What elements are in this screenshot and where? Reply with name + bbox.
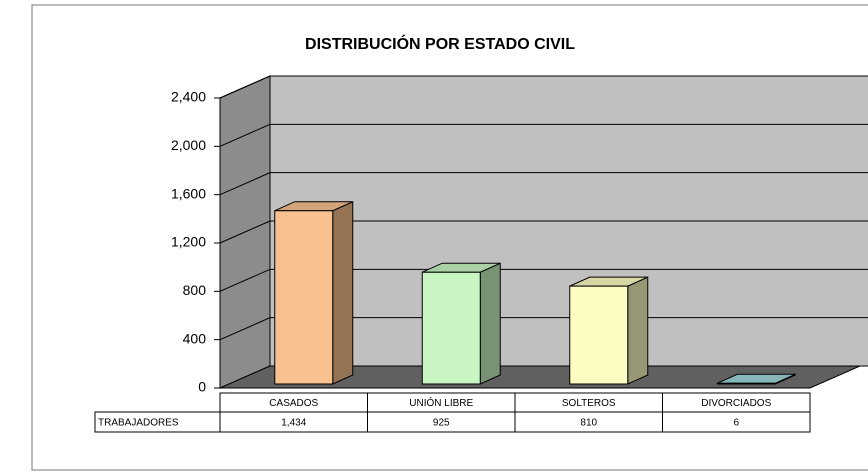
series-name: TRABAJADORES — [98, 418, 179, 429]
bar-front — [716, 382, 776, 385]
grid-line — [219, 123, 868, 147]
bar — [274, 200, 354, 385]
category-label: CASADOS — [269, 398, 318, 409]
bar-front — [569, 285, 629, 385]
y-tick-label: 2,000 — [171, 137, 206, 153]
bar — [716, 373, 796, 385]
y-tick-label: 2,400 — [171, 89, 206, 105]
bar-front — [274, 210, 334, 385]
bar — [569, 276, 649, 385]
y-tick-label: 1,600 — [171, 185, 206, 201]
y-tick-label: 800 — [183, 282, 207, 298]
bar-side — [627, 276, 649, 385]
value-label: 810 — [580, 418, 597, 429]
table-header-cell — [94, 411, 221, 433]
y-tick-label: 0 — [198, 379, 206, 395]
bar-front — [421, 271, 481, 385]
y-tick-label: 400 — [183, 330, 207, 346]
grid-line — [219, 268, 868, 292]
grid-line — [219, 172, 868, 196]
grid-line — [219, 317, 868, 341]
floor — [219, 365, 861, 389]
value-label: 6 — [733, 418, 739, 429]
value-label: 1,434 — [281, 418, 306, 429]
category-label: SOLTEROS — [562, 398, 616, 409]
chart-title: DISTRIBUCIÓN POR ESTADO CIVIL — [305, 34, 575, 53]
value-label: 925 — [433, 418, 450, 429]
category-label: DIVORCIADOS — [701, 398, 771, 409]
bar-side — [479, 262, 501, 385]
bar-side — [332, 200, 354, 385]
grid-line — [219, 75, 868, 99]
bar — [421, 262, 501, 385]
grid-line — [219, 220, 868, 244]
category-label: UNIÓN LIBRE — [409, 396, 473, 409]
y-tick-label: 1,200 — [171, 234, 206, 250]
